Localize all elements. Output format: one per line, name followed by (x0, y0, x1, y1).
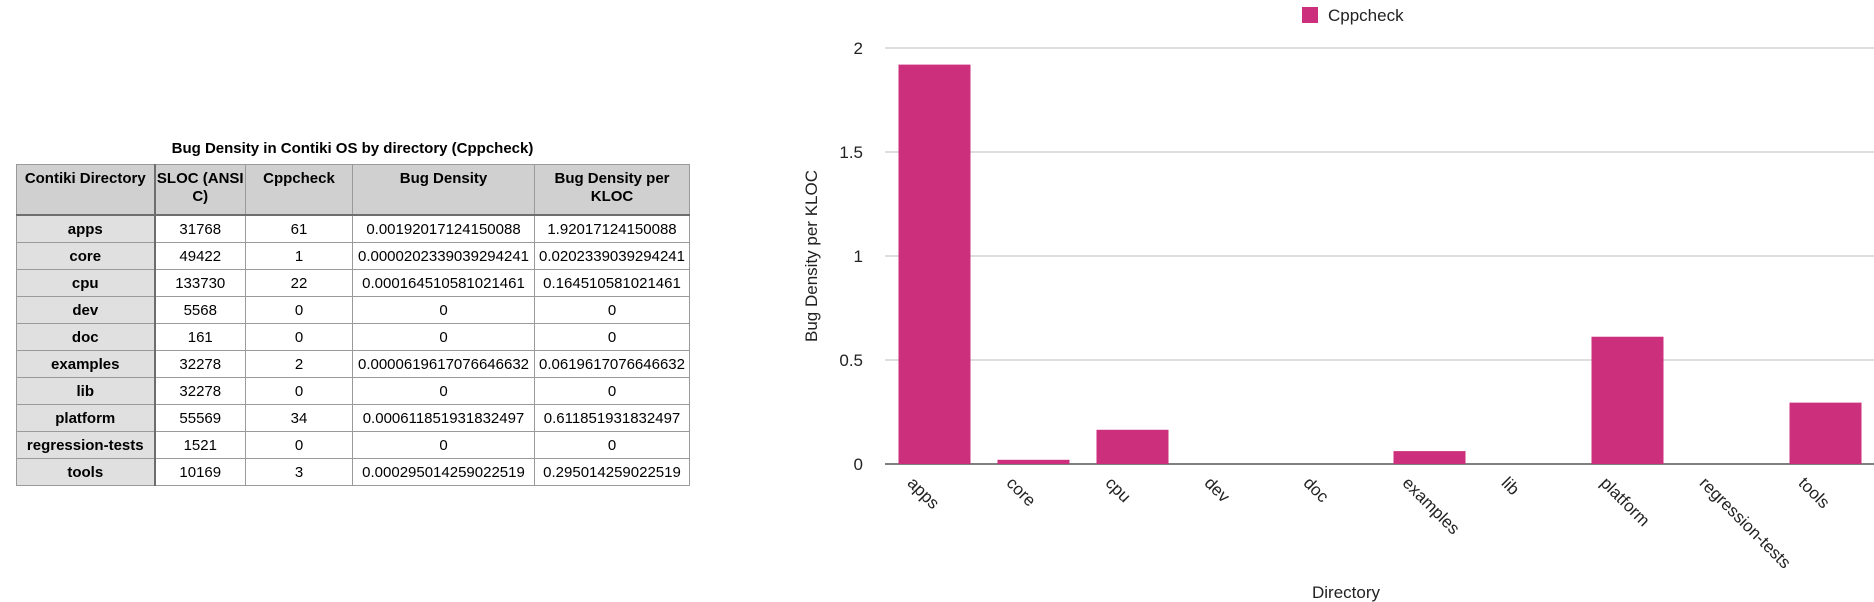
directory-cell: dev (16, 296, 156, 324)
table-cell: 0.164510581021461 (534, 269, 690, 297)
table-row: tools 10169 3 0.000295014259022519 0.2950142… (16, 458, 690, 486)
y-tick-label: 1 (854, 247, 863, 266)
y-tick-label: 1.5 (839, 143, 863, 162)
bug-density-table-section: Bug Density in Contiki OS by directory (… (16, 140, 690, 486)
y-axis-title: Bug Density per KLOC (802, 170, 821, 342)
column-header: SLOC (ANSI C) (154, 164, 246, 216)
x-tick-label: regression-tests (1696, 473, 1795, 572)
table-cell: 32278 (154, 350, 246, 378)
bar-cpu (1096, 429, 1169, 464)
bug-density-table: Contiki Directory SLOC (ANSI C) Cppcheck… (16, 164, 690, 486)
table-header-row: Contiki Directory SLOC (ANSI C) Cppcheck… (16, 164, 690, 216)
table-cell: 3 (245, 458, 353, 486)
x-tick-label: apps (904, 473, 944, 513)
table-cell: 0 (352, 296, 535, 324)
y-tick-label: 0 (854, 455, 863, 474)
table-cell: 1521 (154, 431, 246, 459)
table-cell: 34 (245, 404, 353, 432)
table-cell: 1.92017124150088 (534, 214, 690, 243)
legend-label: Cppcheck (1328, 6, 1404, 25)
bug-density-bar-chart: 0 0.5 1 1.5 2 apps core cpu dev doc examples lib pla… (802, 6, 1874, 602)
table-cell: 0 (352, 431, 535, 459)
table-cell: 2 (245, 350, 353, 378)
directory-cell: apps (16, 214, 156, 243)
table-row: doc 161 0 0 0 (16, 323, 690, 351)
table-cell: 0.000611851931832497 (352, 404, 535, 432)
table-cell: 0 (352, 377, 535, 405)
table-cell: 0.295014259022519 (534, 458, 690, 486)
table-cell: 32278 (154, 377, 246, 405)
table-row: core 49422 1 0.0000202339039294241 0.0202339… (16, 242, 690, 270)
table-row: lib 32278 0 0 0 (16, 377, 690, 405)
table-title: Bug Density in Contiki OS by directory (… (171, 140, 534, 157)
bar-core (997, 459, 1070, 464)
column-header: Contiki Directory (16, 164, 156, 216)
table-cell: 0 (245, 377, 353, 405)
x-tick-label: examples (1399, 473, 1464, 538)
table-cell: 5568 (154, 296, 246, 324)
directory-cell: tools (16, 458, 156, 486)
x-tick-label: tools (1795, 473, 1834, 512)
bar-tools (1789, 402, 1862, 464)
bar-platform (1591, 336, 1664, 464)
directory-cell: lib (16, 377, 156, 405)
table-row: examples 32278 2 0.0000619617076646632 0.061… (16, 350, 690, 378)
table-cell: 0 (534, 323, 690, 351)
column-header: Bug Density per KLOC (534, 164, 690, 216)
table-cell: 0 (534, 296, 690, 324)
y-tick-label: 0.5 (839, 351, 863, 370)
x-tick-label: cpu (1102, 473, 1135, 506)
table-row: regression-tests 1521 0 0 0 (16, 431, 690, 459)
column-header: Bug Density (352, 164, 535, 216)
table-cell: 0.0000619617076646632 (352, 350, 535, 378)
directory-cell: examples (16, 350, 156, 378)
table-cell: 0 (245, 296, 353, 324)
table-cell: 22 (245, 269, 353, 297)
y-tick-label: 2 (854, 39, 863, 58)
table-cell: 161 (154, 323, 246, 351)
table-cell: 0 (534, 377, 690, 405)
table-cell: 1 (245, 242, 353, 270)
table-cell: 55569 (154, 404, 246, 432)
table-cell: 0.611851931832497 (534, 404, 690, 432)
directory-cell: cpu (16, 269, 156, 297)
table-cell: 0.000164510581021461 (352, 269, 535, 297)
table-cell: 0 (245, 323, 353, 351)
table-cell: 0.00192017124150088 (352, 214, 535, 243)
x-tick-label: platform (1597, 473, 1654, 530)
directory-cell: platform (16, 404, 156, 432)
x-tick-label: dev (1201, 473, 1234, 506)
table-cell: 0 (534, 431, 690, 459)
table-cell: 0.0000202339039294241 (352, 242, 535, 270)
directory-cell: core (16, 242, 156, 270)
table-row: cpu 133730 22 0.000164510581021461 0.1645105… (16, 269, 690, 297)
table-cell: 61 (245, 214, 353, 243)
table-row: apps 31768 61 0.00192017124150088 1.92017124… (16, 214, 690, 243)
legend-swatch (1302, 7, 1318, 23)
table-cell: 0 (245, 431, 353, 459)
table-cell: 0.0619617076646632 (534, 350, 690, 378)
table-cell: 31768 (154, 214, 246, 243)
table-cell: 133730 (154, 269, 246, 297)
bar-examples (1393, 451, 1466, 464)
table-cell: 0.000295014259022519 (352, 458, 535, 486)
table-row: platform 55569 34 0.000611851931832497 0.611… (16, 404, 690, 432)
table-cell: 10169 (154, 458, 246, 486)
table-cell: 0.0202339039294241 (534, 242, 690, 270)
directory-cell: doc (16, 323, 156, 351)
column-header: Cppcheck (245, 164, 353, 216)
table-row: dev 5568 0 0 0 (16, 296, 690, 324)
directory-cell: regression-tests (16, 431, 156, 459)
x-axis-title: Directory (1312, 583, 1381, 602)
x-tick-label: core (1003, 473, 1040, 510)
table-cell: 49422 (154, 242, 246, 270)
table-cell: 0 (352, 323, 535, 351)
x-tick-label: doc (1300, 473, 1333, 506)
bar-apps (898, 64, 971, 465)
x-tick-label: lib (1498, 473, 1523, 498)
